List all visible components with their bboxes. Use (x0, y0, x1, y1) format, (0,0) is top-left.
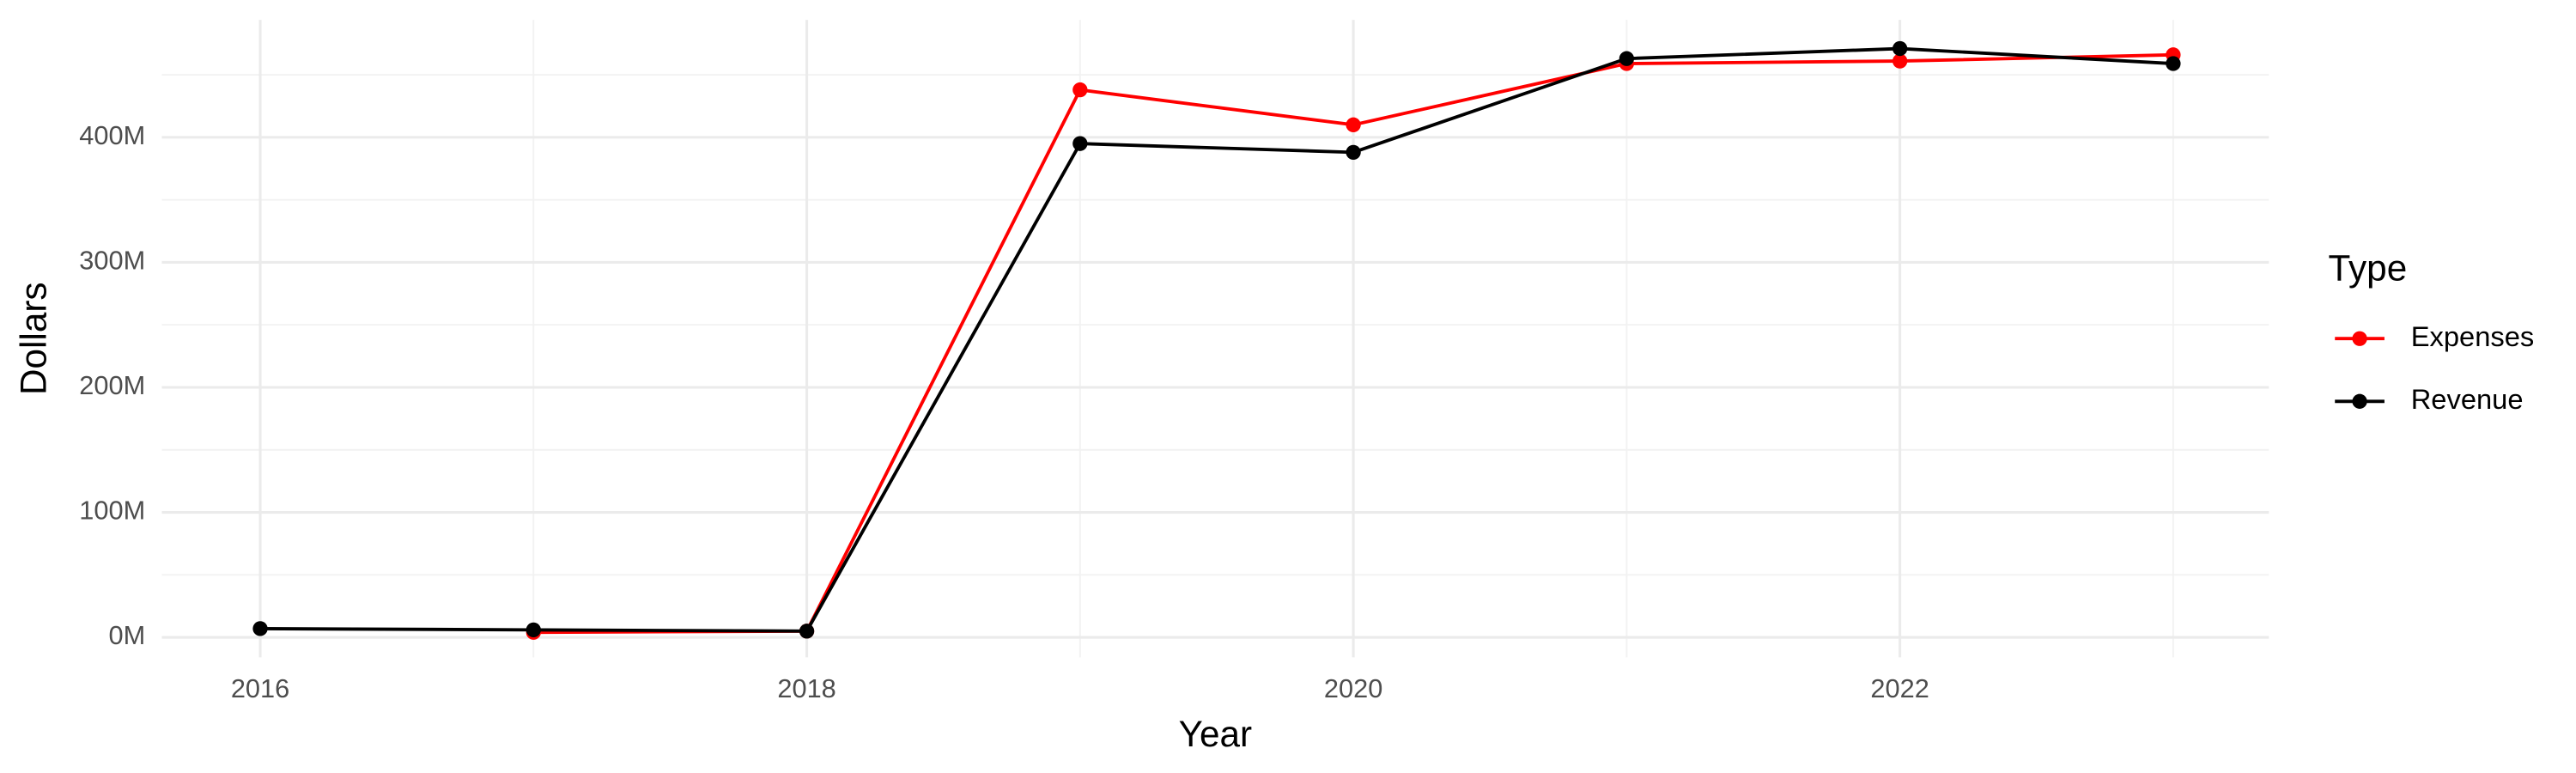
x-tick-label: 2016 (231, 673, 289, 703)
legend-label: Expenses (2411, 320, 2535, 352)
data-point (1892, 53, 1908, 69)
data-point (1619, 51, 1635, 66)
legend-title: Type (2329, 248, 2408, 289)
data-point (1892, 40, 1908, 57)
x-tick-label: 2018 (777, 673, 835, 703)
data-point (2166, 56, 2181, 71)
data-point (1346, 144, 1361, 161)
data-point (1346, 117, 1361, 132)
y-tick-label: 0M (109, 620, 146, 650)
y-tick-label: 300M (79, 246, 145, 276)
y-tick-label: 100M (79, 496, 145, 526)
data-point (1072, 136, 1088, 151)
data-point (526, 622, 541, 638)
data-point (252, 621, 268, 636)
y-tick-label: 200M (79, 370, 145, 400)
data-point (799, 624, 815, 639)
data-point (1072, 82, 1088, 98)
x-axis-title: Year (1179, 714, 1252, 754)
legend-label: Revenue (2411, 383, 2524, 415)
legend-key-point (2352, 393, 2367, 409)
x-tick-label: 2020 (1324, 673, 1382, 703)
x-tick-label: 2022 (1870, 673, 1929, 703)
y-axis-title: Dollars (13, 282, 53, 395)
legend-key-point (2352, 331, 2367, 346)
y-tick-label: 400M (79, 120, 145, 150)
series-line (260, 46, 2174, 633)
